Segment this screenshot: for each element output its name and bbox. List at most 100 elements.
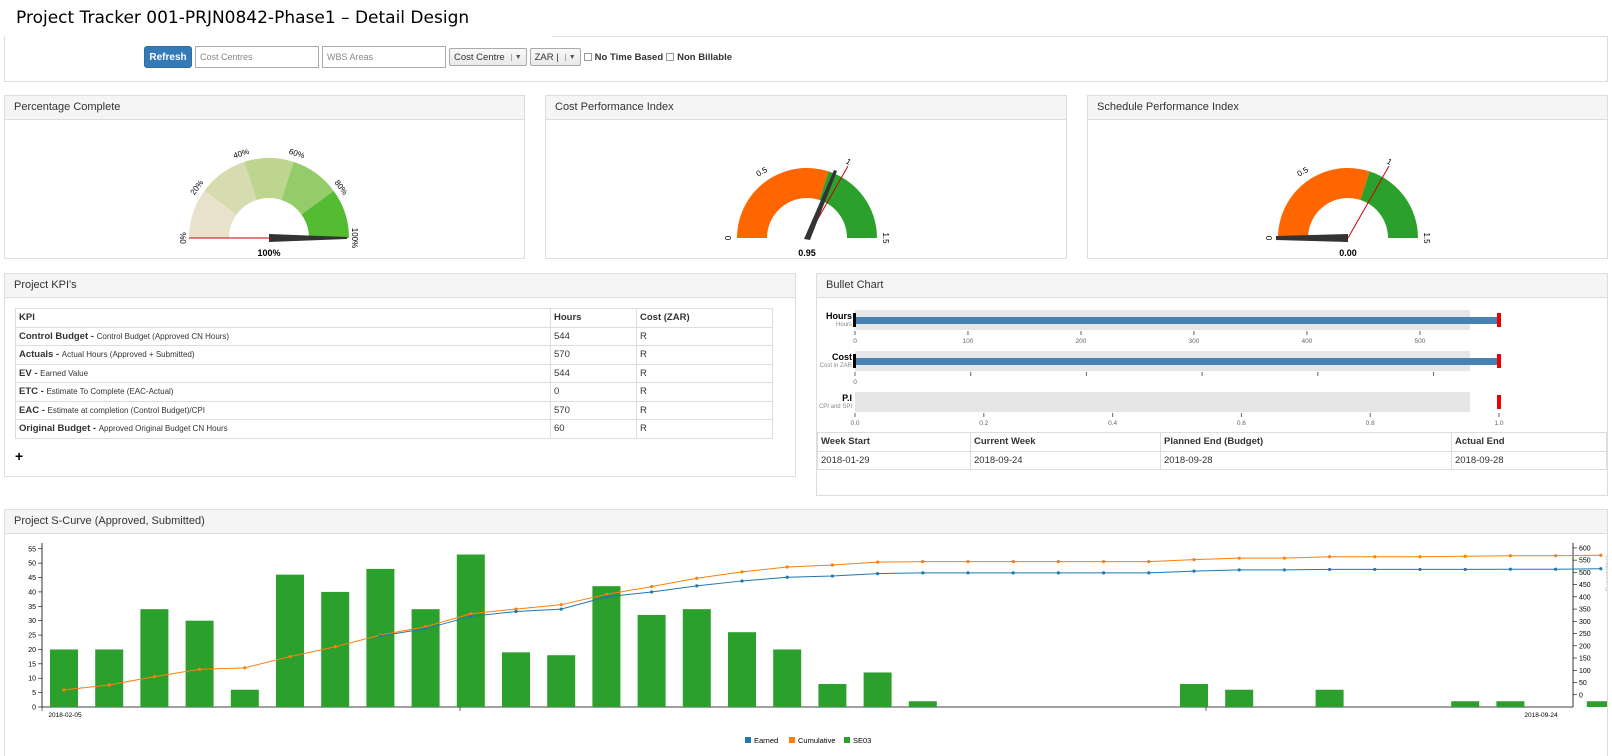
point-cumulative[interactable]	[1147, 560, 1151, 564]
point-earned[interactable]	[604, 595, 609, 599]
bar-se03[interactable]	[818, 683, 847, 707]
currency-select[interactable]: ZAR | ▼	[529, 48, 581, 66]
point-cumulative[interactable]	[740, 570, 744, 574]
bar-se03[interactable]	[863, 672, 892, 707]
point-earned[interactable]	[1147, 571, 1151, 575]
bar-se03[interactable]	[185, 620, 214, 707]
point-cumulative[interactable]	[243, 666, 247, 670]
point-cumulative[interactable]	[62, 688, 66, 692]
bar-se03[interactable]	[547, 655, 576, 707]
point-earned[interactable]	[1192, 569, 1196, 573]
point-cumulative[interactable]	[107, 683, 111, 687]
kpi-separator: -	[34, 367, 38, 379]
point-earned[interactable]	[1011, 571, 1015, 575]
add-kpi-button[interactable]: +	[15, 448, 24, 464]
bar-se03[interactable]	[50, 649, 78, 707]
point-earned[interactable]	[650, 590, 654, 594]
point-earned[interactable]	[876, 571, 880, 576]
point-earned[interactable]	[1418, 567, 1422, 572]
point-earned[interactable]	[1463, 567, 1467, 572]
point-cumulative[interactable]	[1237, 556, 1241, 560]
point-cumulative[interactable]	[921, 560, 925, 564]
point-cumulative[interactable]	[785, 565, 789, 569]
point-cumulative[interactable]	[1102, 560, 1106, 564]
point-earned[interactable]	[1599, 567, 1603, 571]
point-cumulative[interactable]	[1328, 555, 1332, 559]
point-earned[interactable]	[921, 571, 925, 575]
non-billable-checkbox[interactable]: Non Billable	[666, 52, 732, 63]
checkbox-box[interactable]	[666, 53, 675, 61]
point-earned[interactable]	[378, 634, 382, 638]
point-cumulative[interactable]	[1192, 558, 1196, 562]
point-cumulative[interactable]	[514, 607, 518, 611]
point-cumulative[interactable]	[469, 612, 473, 616]
checkbox-box[interactable]	[583, 53, 592, 61]
bar-se03[interactable]	[456, 554, 485, 707]
point-earned[interactable]	[514, 609, 518, 614]
point-earned[interactable]	[1328, 567, 1332, 572]
bar-se03[interactable]	[140, 609, 169, 707]
cost-centres-input[interactable]: Cost Centres	[195, 46, 319, 68]
bar-se03[interactable]	[682, 609, 711, 707]
point-cumulative[interactable]	[333, 645, 337, 649]
bar-se03[interactable]	[321, 591, 350, 707]
point-cumulative[interactable]	[650, 584, 654, 589]
point-earned[interactable]	[1282, 568, 1286, 572]
current-week-value: 2018-09-24	[970, 450, 1161, 470]
point-cumulative[interactable]	[1599, 553, 1603, 557]
bar-se03[interactable]	[502, 652, 530, 707]
point-cumulative[interactable]	[1373, 555, 1377, 559]
point-earned[interactable]	[1554, 567, 1558, 571]
bar-se03[interactable]	[728, 632, 756, 707]
bar-se03[interactable]	[230, 689, 259, 707]
point-earned[interactable]	[1237, 568, 1241, 572]
legend-label: SE03	[853, 736, 871, 745]
bar-se03[interactable]	[1180, 683, 1208, 707]
point-cumulative[interactable]	[1418, 555, 1422, 559]
point-cumulative[interactable]	[152, 675, 156, 679]
bar-se03[interactable]	[1496, 701, 1525, 707]
point-cumulative[interactable]	[1282, 556, 1286, 560]
point-earned[interactable]	[740, 579, 744, 583]
point-earned[interactable]	[785, 575, 789, 579]
refresh-button[interactable]: Refresh	[144, 46, 192, 68]
bar-se03[interactable]	[1315, 689, 1344, 707]
bar-se03[interactable]	[95, 649, 124, 707]
point-cumulative[interactable]	[830, 563, 835, 567]
bar-se03[interactable]	[637, 614, 666, 707]
point-earned[interactable]	[424, 627, 428, 631]
bar-se03[interactable]	[1225, 689, 1254, 707]
point-earned[interactable]	[1056, 571, 1060, 575]
point-earned[interactable]	[1102, 571, 1106, 575]
point-earned[interactable]	[559, 607, 563, 611]
point-cumulative[interactable]	[1011, 560, 1015, 564]
bar-se03[interactable]	[773, 649, 802, 707]
point-cumulative[interactable]	[695, 576, 699, 580]
legend-swatch	[844, 737, 850, 743]
point-cumulative[interactable]	[1508, 554, 1512, 558]
point-cumulative[interactable]	[1554, 554, 1558, 558]
point-cumulative[interactable]	[288, 654, 292, 659]
wbs-areas-input[interactable]: WBS Areas	[322, 46, 446, 68]
bar-se03[interactable]	[908, 701, 937, 707]
bar-se03[interactable]	[592, 586, 621, 707]
point-earned[interactable]	[1373, 567, 1377, 572]
point-cumulative[interactable]	[1463, 554, 1467, 558]
point-cumulative[interactable]	[559, 603, 563, 607]
point-earned[interactable]	[695, 584, 699, 588]
bullet-marker	[1497, 354, 1501, 368]
point-cumulative[interactable]	[198, 667, 202, 671]
bar-se03[interactable]	[1451, 701, 1480, 707]
point-earned[interactable]	[966, 571, 970, 575]
bar-se03[interactable]	[276, 574, 304, 707]
bar-se03[interactable]	[1586, 701, 1607, 707]
point-cumulative[interactable]	[876, 560, 880, 564]
point-cumulative[interactable]	[966, 560, 970, 564]
point-cumulative[interactable]	[604, 592, 609, 597]
no-time-based-checkbox[interactable]: No Time Based	[583, 52, 663, 63]
point-earned[interactable]	[469, 614, 473, 619]
point-earned[interactable]	[830, 574, 835, 578]
cost-centre-select[interactable]: Cost Centre ▼	[449, 48, 527, 66]
point-cumulative[interactable]	[1056, 560, 1060, 564]
point-earned[interactable]	[1508, 567, 1512, 571]
